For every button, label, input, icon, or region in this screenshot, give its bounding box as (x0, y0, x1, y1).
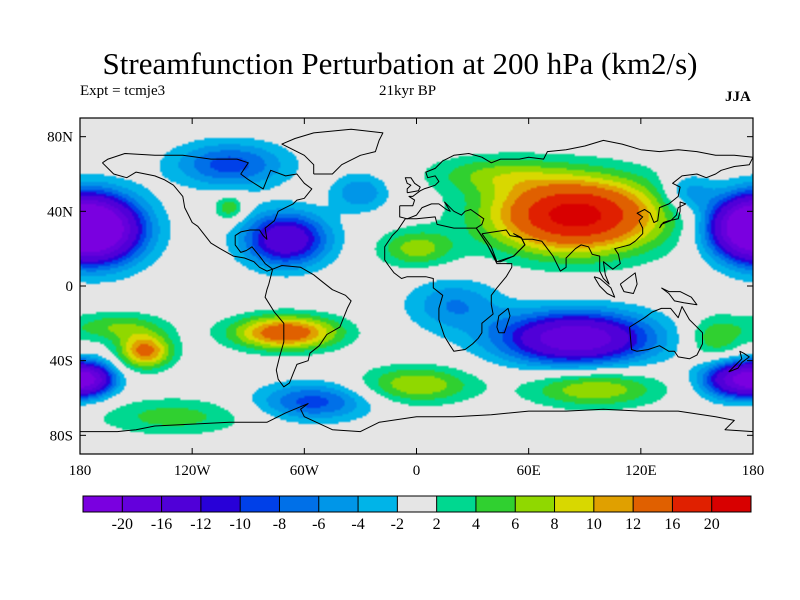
streamfunction-field (80, 118, 753, 454)
chart-title: Streamfunction Perturbation at 200 hPa (… (102, 46, 698, 81)
colorbar-label: -4 (351, 516, 364, 533)
colorbar-label: 6 (511, 516, 519, 533)
colorbar-swatch (475, 496, 516, 512)
colorbar-label: 20 (704, 516, 720, 533)
colorbar-label: -2 (391, 516, 404, 533)
colorbar: -20 -16 -12 -10 -8 -6 -4 -2 2 4 6 8 10 12 16 20 (82, 495, 752, 533)
colorbar-label: -10 (230, 516, 251, 533)
colorbar-label: -8 (273, 516, 286, 533)
colorbar-swatch (83, 496, 123, 512)
colorbar-label: 10 (586, 516, 602, 533)
colorbar-swatch (515, 496, 555, 512)
colorbar-label: -20 (112, 516, 133, 533)
new-zealand-coast (728, 350, 750, 373)
colorbar-swatch (711, 496, 752, 512)
lon-tick-label: 120E (625, 463, 657, 479)
colorbar-swatch (358, 496, 398, 512)
colorbar-label: -12 (190, 516, 211, 533)
lat-tick-label: 80N (47, 130, 73, 146)
season-label: JJA (725, 89, 751, 105)
south-america-coast (264, 265, 352, 388)
africa-coast (384, 216, 513, 352)
coastlines (80, 128, 754, 433)
colorbar-label: 12 (625, 516, 641, 533)
colorbar-swatch (200, 496, 241, 512)
lon-tick-label: 180 (69, 463, 92, 479)
map-area (79, 117, 754, 455)
lon-tick-label: 180 (742, 463, 765, 479)
colorbar-swatch (318, 496, 359, 512)
lat-tick-label: 40N (47, 204, 73, 220)
colorbar-label: -6 (312, 516, 325, 533)
colorbar-frame (82, 495, 752, 513)
australia-coast (629, 306, 703, 360)
colorbar-label: 8 (551, 516, 559, 533)
lat-tick-label: 40S (50, 354, 73, 370)
time-period-label: 21kyr BP (379, 83, 437, 99)
colorbar-swatch (122, 496, 162, 512)
colorbar-swatch (240, 496, 280, 512)
new-guinea-coast (661, 287, 698, 306)
japan-coast (659, 201, 687, 229)
colorbar-label: 2 (433, 516, 441, 533)
colorbar-label: 4 (472, 516, 480, 533)
antarctica-coast (80, 403, 754, 433)
madagascar-coast (496, 307, 511, 334)
colorbar-swatch (554, 496, 595, 512)
lon-tick-label: 0 (413, 463, 421, 479)
colorbar-swatch (633, 496, 673, 512)
colorbar-swatch (161, 496, 202, 512)
lon-tick-label: 120W (174, 463, 212, 479)
lat-tick-label: 80S (50, 428, 73, 444)
north-america-coast (102, 153, 313, 272)
colorbar-swatch (279, 496, 320, 512)
sumatra-coast (593, 276, 616, 298)
arabia-coast (481, 229, 526, 263)
lon-tick-label: 60E (517, 463, 541, 479)
britain-coast (404, 177, 421, 194)
lat-tick-label: 0 (66, 279, 74, 295)
experiment-label: Expt = tcmje3 (80, 83, 166, 99)
greenland-coast (281, 128, 384, 175)
colorbar-swatch (397, 496, 437, 512)
colorbar-swatch (672, 496, 712, 512)
borneo-coast (619, 272, 638, 294)
colorbar-label: -16 (151, 516, 172, 533)
colorbar-swatch (593, 496, 634, 512)
lon-tick-label: 60W (290, 463, 320, 479)
colorbar-swatch (436, 496, 477, 512)
colorbar-label: 16 (664, 516, 680, 533)
map-axes: 80N 40N 0 40S 80S 180 120W 60W 0 60E 120E 180 (47, 118, 764, 479)
